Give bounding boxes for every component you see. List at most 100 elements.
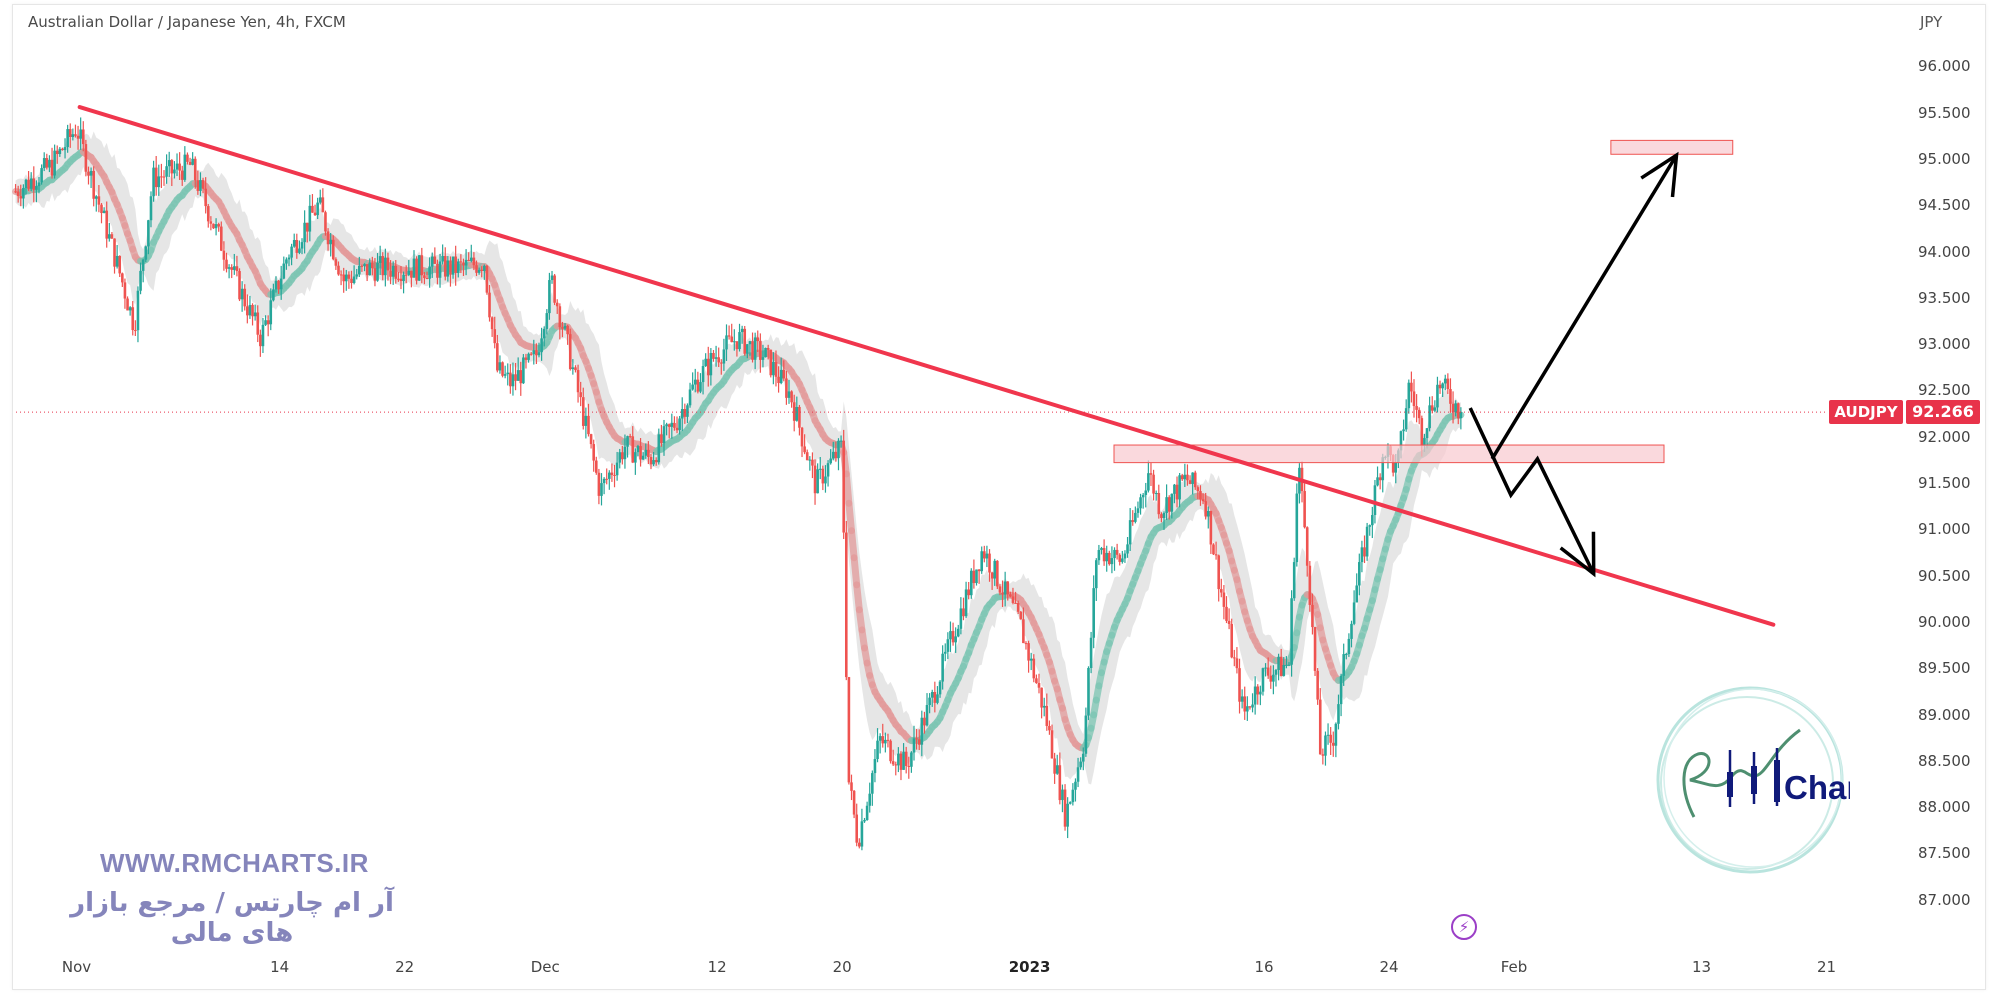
candle-body xyxy=(858,842,861,847)
candle-body xyxy=(1115,549,1119,555)
bullish-arrow xyxy=(1490,154,1678,460)
chart-frame xyxy=(12,4,1986,990)
date-tick-label: 22 xyxy=(395,958,415,976)
candle-body xyxy=(1074,781,1077,790)
candle-body xyxy=(1053,758,1056,774)
candle-body xyxy=(673,422,676,428)
candle-body xyxy=(339,274,343,276)
candle-body xyxy=(969,570,973,596)
candle-body xyxy=(568,334,572,370)
candle-body xyxy=(368,262,372,276)
candle-body xyxy=(282,263,286,279)
candle-body xyxy=(746,344,749,354)
candle-body xyxy=(756,337,760,342)
candle-body xyxy=(1066,803,1069,827)
candle-body xyxy=(201,180,205,189)
candle-body xyxy=(485,265,489,293)
candle-body xyxy=(1186,474,1189,481)
last-price-badge: 92.266 xyxy=(1906,400,1980,424)
candle-body xyxy=(32,178,36,190)
candle-body xyxy=(608,472,611,479)
candle-body xyxy=(647,449,650,457)
candle-body xyxy=(1183,474,1187,480)
candle-body xyxy=(1233,657,1236,659)
candle-body xyxy=(399,278,403,282)
candle-body xyxy=(352,276,356,284)
candle-body xyxy=(743,328,747,354)
candle-body xyxy=(824,476,827,484)
candle-body xyxy=(592,444,595,461)
candle-body xyxy=(251,304,254,317)
candle-body xyxy=(1087,668,1090,716)
candle-body xyxy=(162,176,166,178)
candle-body xyxy=(878,736,882,741)
candle-body xyxy=(1399,431,1403,451)
candle-body xyxy=(980,551,984,572)
candle-body xyxy=(949,631,952,640)
candle-body xyxy=(1376,477,1379,486)
candle-body xyxy=(1287,664,1291,666)
trendline xyxy=(77,105,1776,627)
rmcharts-logo: Charts xyxy=(1656,686,1850,874)
candle-body xyxy=(1295,493,1299,563)
candle-body xyxy=(1035,678,1038,683)
candle-body xyxy=(272,289,275,301)
candle-body xyxy=(636,446,640,453)
candle-body xyxy=(1402,429,1405,432)
candle-body xyxy=(1235,658,1239,669)
candle-body xyxy=(472,257,476,266)
candle-body xyxy=(105,210,109,239)
price-axis-currency: JPY xyxy=(1920,13,1943,31)
candle-body xyxy=(451,256,455,275)
candle-body xyxy=(1334,723,1338,746)
candle-body xyxy=(941,653,944,682)
candle-body xyxy=(1045,705,1049,726)
candle-body xyxy=(1097,549,1101,561)
candle-body xyxy=(566,325,569,335)
candle-body xyxy=(1144,490,1148,495)
candle-body xyxy=(1167,497,1171,512)
candle-body xyxy=(233,266,236,270)
candle-body xyxy=(706,358,710,376)
candle-body xyxy=(1240,696,1244,702)
candle-body xyxy=(404,274,408,276)
candle-body xyxy=(501,362,504,376)
candle-body xyxy=(1266,667,1270,676)
candle-body xyxy=(1118,554,1122,562)
candle-body xyxy=(417,255,421,281)
candle-body xyxy=(951,631,955,643)
candle-body xyxy=(134,330,137,332)
price-tick-label: 96.000 xyxy=(1918,57,1971,76)
candle-body xyxy=(985,553,989,559)
candle-body xyxy=(699,382,702,392)
candle-body xyxy=(581,397,585,426)
candle-body xyxy=(196,180,200,191)
lightning-icon[interactable]: ⚡ xyxy=(1451,914,1477,940)
candle-body xyxy=(777,376,780,384)
candle-body xyxy=(589,434,593,445)
candle-body xyxy=(709,352,713,376)
candle-body xyxy=(686,405,689,417)
candle-body xyxy=(678,418,681,431)
candle-body xyxy=(693,379,697,385)
candle-body xyxy=(894,764,898,766)
candle-body xyxy=(1050,730,1054,759)
candle-body xyxy=(1001,592,1004,595)
candle-body xyxy=(1126,544,1129,554)
candle-body xyxy=(483,265,486,271)
candle-body xyxy=(1259,691,1262,695)
candle-body xyxy=(527,353,530,360)
candle-body xyxy=(1321,754,1325,756)
candle-body xyxy=(261,324,265,347)
candle-body xyxy=(209,221,213,224)
candle-body xyxy=(1373,485,1377,516)
candle-body xyxy=(529,353,533,355)
candle-body xyxy=(230,267,234,270)
candle-body xyxy=(170,160,174,174)
candle-body xyxy=(342,274,345,282)
candle-body xyxy=(191,158,194,165)
candle-body xyxy=(264,320,267,325)
price-tick-label: 91.500 xyxy=(1918,474,1971,492)
candle-body xyxy=(1358,562,1361,586)
